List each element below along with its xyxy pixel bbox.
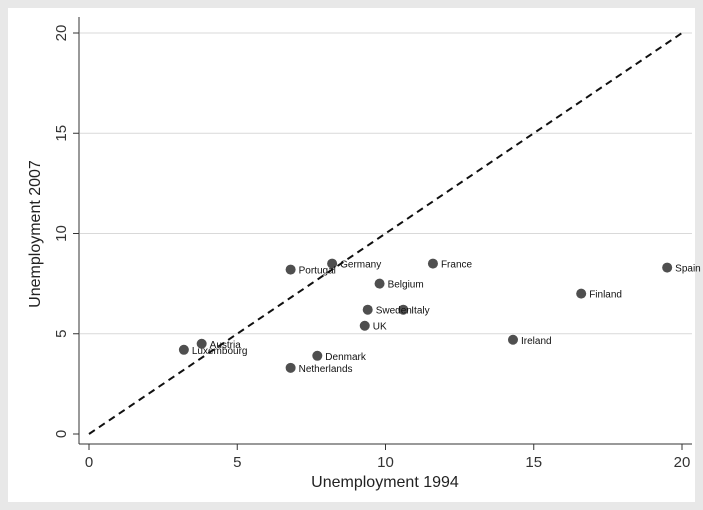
point-label-finland: Finland bbox=[589, 290, 622, 301]
point-label-sweden: Sweden bbox=[376, 306, 412, 317]
point-label-belgium: Belgium bbox=[388, 280, 424, 291]
point-label-netherlands: Netherlands bbox=[299, 364, 353, 375]
point-finland bbox=[576, 288, 587, 299]
y-tick-label: 20 bbox=[53, 25, 70, 42]
point-label-denmark: Denmark bbox=[325, 352, 367, 363]
point-germany bbox=[327, 258, 338, 269]
point-belgium bbox=[374, 278, 385, 289]
x-axis-title: Unemployment 1994 bbox=[311, 474, 459, 491]
point-label-uk: UK bbox=[373, 322, 387, 333]
y-axis-title: Unemployment 2007 bbox=[27, 160, 44, 308]
point-netherlands bbox=[285, 362, 296, 373]
x-tick-label: 20 bbox=[674, 454, 691, 471]
point-spain bbox=[662, 262, 673, 273]
point-label-austria: Austria bbox=[210, 340, 242, 351]
x-tick-label: 10 bbox=[377, 454, 394, 471]
point-label-france: France bbox=[441, 260, 473, 271]
chart-background bbox=[8, 8, 695, 502]
y-tick-label: 15 bbox=[53, 125, 70, 142]
y-tick-label: 0 bbox=[53, 430, 70, 438]
x-tick-label: 0 bbox=[85, 454, 93, 471]
point-label-portugal: Portugal bbox=[299, 266, 336, 277]
point-italy bbox=[398, 304, 409, 315]
point-sweden bbox=[362, 304, 373, 315]
point-uk bbox=[359, 320, 370, 331]
point-ireland bbox=[507, 334, 518, 345]
point-label-ireland: Ireland bbox=[521, 336, 552, 347]
point-luxembourg bbox=[178, 344, 189, 355]
data-points: Spain Finland Ireland France Italy Belgium Swe… bbox=[178, 258, 701, 375]
y-tick-label: 10 bbox=[53, 225, 70, 242]
point-label-germany: Germany bbox=[340, 260, 381, 271]
point-label-spain: Spain bbox=[675, 264, 701, 275]
y-tick-label: 5 bbox=[53, 330, 70, 338]
point-label-luxembourg: Luxembourg bbox=[192, 346, 248, 357]
x-axis-ticks: 0 5 10 15 20 bbox=[85, 444, 691, 471]
point-denmark bbox=[312, 350, 323, 361]
x-tick-label: 15 bbox=[525, 454, 542, 471]
y-axis-ticks: 0 5 10 15 20 bbox=[53, 25, 79, 438]
point-france bbox=[427, 258, 438, 269]
x-tick-label: 5 bbox=[233, 454, 241, 471]
gridlines bbox=[80, 32, 692, 335]
point-portugal bbox=[285, 264, 296, 275]
point-label-italy: Italy bbox=[411, 306, 429, 317]
point-austria bbox=[196, 338, 207, 349]
